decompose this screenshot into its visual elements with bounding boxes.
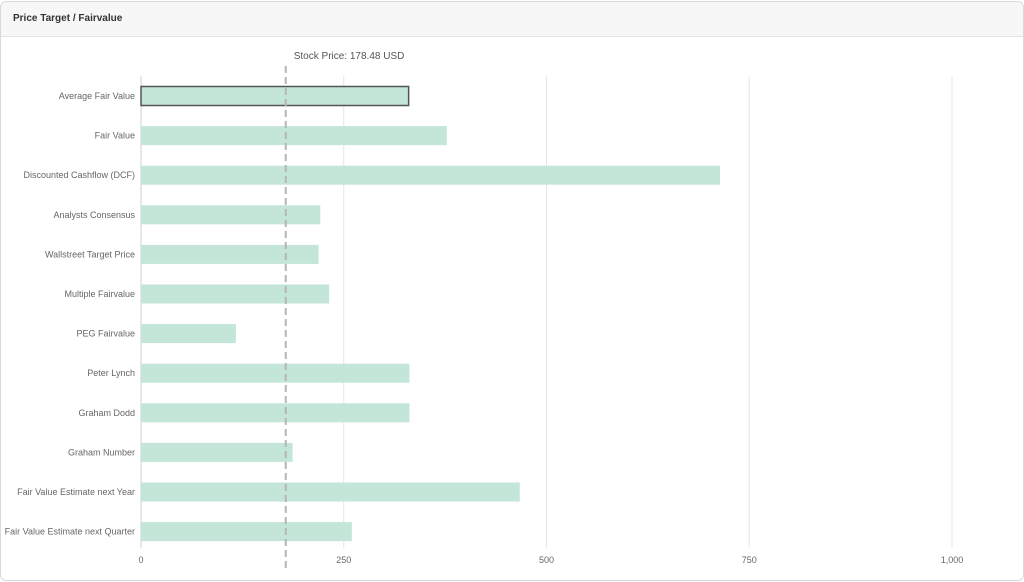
category-label: PEG Fairvalue (76, 329, 135, 339)
bar (141, 205, 321, 225)
stock-price-label: Stock Price: 178.48 USD (294, 51, 405, 62)
bar-layer (140, 85, 721, 542)
bar (141, 244, 319, 264)
bar (141, 403, 410, 423)
category-label: Fair Value Estimate next Quarter (5, 527, 135, 537)
card-header: Price Target / Fairvalue (1, 2, 1023, 37)
category-labels: Average Fair Value Fair Value Discounted C… (5, 91, 136, 537)
bar (141, 363, 410, 383)
bar (141, 324, 236, 344)
bar (141, 126, 447, 146)
bar-highlighted (140, 85, 410, 107)
x-tick-label: 0 (138, 555, 143, 565)
x-tick-label: 500 (539, 555, 554, 565)
bar (141, 482, 520, 502)
grid-layer (140, 76, 953, 548)
bar (141, 442, 293, 462)
x-tick-label: 250 (336, 555, 351, 565)
x-tick-label: 750 (742, 555, 757, 565)
category-label: Wallstreet Target Price (45, 249, 135, 259)
category-label: Fair Value (95, 131, 135, 141)
x-axis-ticks: 0 250 500 750 1,000 (138, 555, 963, 565)
bar (141, 284, 330, 304)
category-label: Fair Value Estimate next Year (17, 487, 135, 497)
category-label: Average Fair Value (59, 91, 135, 101)
stock-price-reference: Stock Price: 178.48 USD (284, 51, 405, 568)
category-label: Graham Dodd (78, 408, 135, 418)
category-label: Graham Number (68, 447, 135, 457)
category-label: Multiple Fairvalue (64, 289, 135, 299)
category-label: Peter Lynch (87, 368, 135, 378)
category-label: Analysts Consensus (53, 210, 135, 220)
x-tick-label: 1,000 (941, 555, 964, 565)
bar (141, 165, 721, 185)
bar (141, 522, 352, 542)
card-title: Price Target / Fairvalue (13, 13, 123, 24)
category-label: Discounted Cashflow (DCF) (23, 170, 135, 180)
